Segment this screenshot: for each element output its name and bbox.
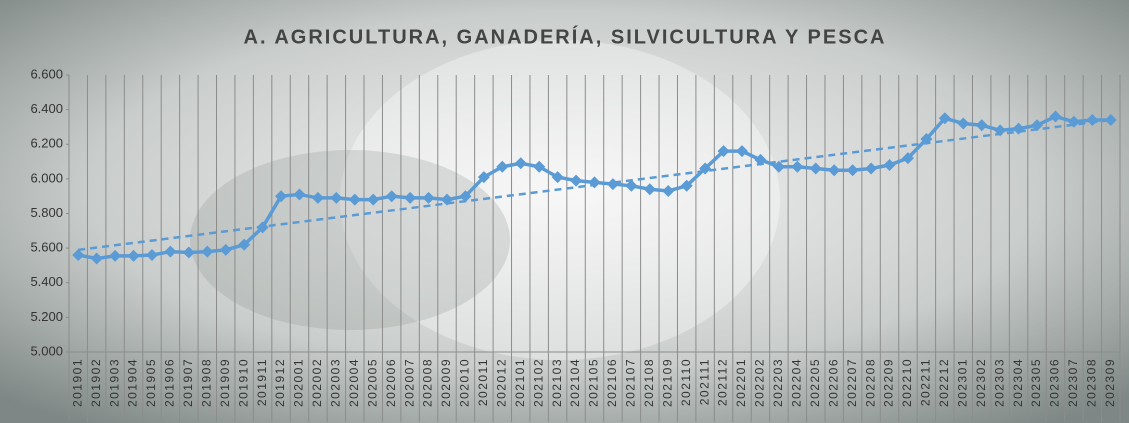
x-tick-label: 202007 bbox=[402, 358, 416, 407]
x-tick-label: 202001 bbox=[292, 358, 306, 407]
x-tick-label: 201909 bbox=[218, 358, 232, 407]
x-tick-label: 202104 bbox=[568, 358, 582, 407]
x-tick-label: 202003 bbox=[329, 358, 343, 407]
x-tick-label: 202106 bbox=[605, 358, 619, 407]
x-tick-label: 202303 bbox=[992, 358, 1006, 407]
y-tick-label: 6.600 bbox=[30, 66, 63, 81]
x-tick-label: 202309 bbox=[1103, 358, 1117, 407]
x-tick-label: 201911 bbox=[255, 358, 269, 406]
x-tick-label: 202302 bbox=[974, 358, 988, 407]
y-tick-label: 5.400 bbox=[30, 274, 63, 289]
background-shape bbox=[190, 150, 510, 330]
x-tick-label: 202308 bbox=[1085, 358, 1099, 407]
x-tick-label: 202109 bbox=[660, 358, 674, 407]
x-tick-label: 202002 bbox=[310, 358, 324, 407]
y-tick-label: 6.400 bbox=[30, 101, 63, 116]
x-tick-label: 202108 bbox=[642, 358, 656, 407]
x-tick-label: 202008 bbox=[421, 358, 435, 407]
x-tick-label: 202107 bbox=[624, 358, 638, 407]
x-tick-label: 202306 bbox=[1048, 358, 1062, 407]
x-tick-label: 201910 bbox=[236, 358, 250, 407]
y-tick-label: 6.200 bbox=[30, 136, 63, 151]
x-tick-label: 201906 bbox=[163, 358, 177, 407]
y-tick-label: 5.200 bbox=[30, 309, 63, 324]
x-tick-label: 202201 bbox=[734, 358, 748, 407]
x-tick-label: 202205 bbox=[808, 358, 822, 407]
x-tick-label: 202009 bbox=[439, 358, 453, 407]
x-tick-label: 201912 bbox=[273, 358, 287, 407]
x-tick-label: 202210 bbox=[900, 358, 914, 407]
x-tick-label: 202202 bbox=[753, 358, 767, 407]
x-tick-label: 201903 bbox=[107, 358, 121, 407]
x-tick-label: 202206 bbox=[826, 358, 840, 407]
y-tick-label: 6.000 bbox=[30, 170, 63, 185]
x-tick-label: 202012 bbox=[494, 358, 508, 407]
x-tick-label: 202204 bbox=[789, 358, 803, 407]
x-tick-label: 202212 bbox=[937, 358, 951, 407]
x-tick-label: 202207 bbox=[845, 358, 859, 407]
y-tick-label: 5.000 bbox=[30, 343, 63, 358]
x-tick-label: 202203 bbox=[771, 358, 785, 407]
x-tick-label: 202011 bbox=[476, 358, 490, 406]
y-tick-label: 5.600 bbox=[30, 240, 63, 255]
x-tick-label: 202005 bbox=[365, 358, 379, 407]
x-tick-label: 202010 bbox=[458, 358, 472, 407]
x-tick-label: 202004 bbox=[347, 358, 361, 407]
y-tick-label: 5.800 bbox=[30, 205, 63, 220]
x-tick-label: 202208 bbox=[863, 358, 877, 407]
x-tick-label: 201907 bbox=[181, 358, 195, 407]
x-tick-label: 201905 bbox=[144, 358, 158, 407]
x-tick-label: 202304 bbox=[1011, 358, 1025, 407]
x-tick-label: 202111 bbox=[697, 358, 711, 405]
x-tick-label: 202102 bbox=[531, 358, 545, 407]
x-tick-label: 202211 bbox=[919, 358, 933, 406]
x-tick-label: 202103 bbox=[550, 358, 564, 407]
x-tick-label: 202006 bbox=[384, 358, 398, 407]
chart-title: A. AGRICULTURA, GANADERÍA, SILVICULTURA … bbox=[244, 25, 887, 48]
x-tick-label: 202110 bbox=[679, 358, 693, 406]
x-tick-label: 201904 bbox=[126, 358, 140, 407]
x-tick-label: 202305 bbox=[1029, 358, 1043, 407]
x-tick-label: 202209 bbox=[882, 358, 896, 407]
x-tick-label: 202307 bbox=[1066, 358, 1080, 407]
x-tick-label: 202105 bbox=[587, 358, 601, 407]
x-tick-label: 202112 bbox=[716, 358, 730, 406]
x-tick-label: 202301 bbox=[955, 358, 969, 407]
chart: A. AGRICULTURA, GANADERÍA, SILVICULTURA … bbox=[0, 0, 1129, 423]
x-tick-label: 201901 bbox=[70, 358, 84, 407]
x-tick-label: 201908 bbox=[199, 358, 213, 407]
x-tick-label: 201902 bbox=[89, 358, 103, 407]
x-tick-label: 202101 bbox=[513, 358, 527, 407]
